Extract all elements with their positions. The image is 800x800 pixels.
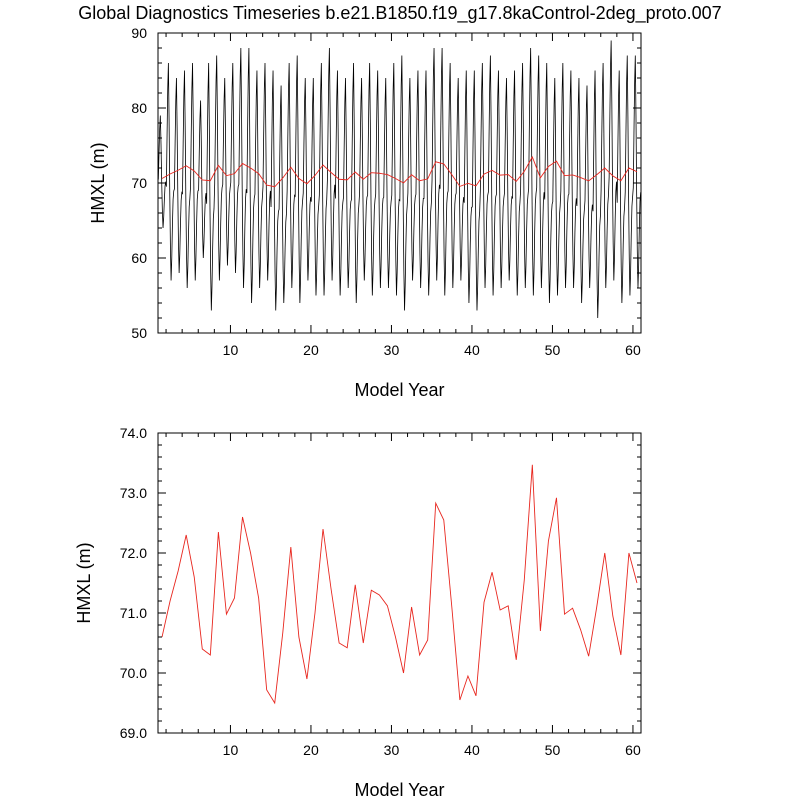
x-axis-label: Model Year — [354, 380, 444, 400]
x-tick-label: 50 — [545, 742, 561, 758]
x-tick-label: 50 — [545, 342, 561, 358]
x-tick-label: 40 — [464, 742, 480, 758]
x-tick-label: 30 — [384, 342, 400, 358]
y-tick-label: 70 — [131, 175, 147, 191]
x-tick-label: 10 — [223, 742, 239, 758]
x-tick-label: 40 — [464, 342, 480, 358]
x-tick-label: 30 — [384, 742, 400, 758]
y-tick-label: 71.0 — [120, 605, 147, 621]
annual-mean-line — [161, 155, 638, 188]
annual-mean-line — [161, 464, 638, 705]
y-tick-label: 74.0 — [120, 425, 147, 441]
x-tick-label: 60 — [625, 342, 641, 358]
y-tick-label: 69.0 — [120, 725, 147, 741]
chart-title: Global Diagnostics Timeseries b.e21.B185… — [78, 3, 722, 23]
y-tick-label: 60 — [131, 250, 147, 266]
x-tick-label: 20 — [303, 342, 319, 358]
y-tick-label: 90 — [131, 25, 147, 41]
y-tick-label: 50 — [131, 325, 147, 341]
y-tick-label: 73.0 — [120, 485, 147, 501]
top-plot: 10 20 30 40 50 60 50 60 70 80 90 Model Year HMXL (m) — [88, 25, 642, 400]
x-axis-label: Model Year — [354, 780, 444, 800]
x-tick-label: 60 — [625, 742, 641, 758]
y-tick-label: 72.0 — [120, 545, 147, 561]
y-tick-label: 70.0 — [120, 665, 147, 681]
y-axis-label: HMXL (m) — [88, 142, 108, 223]
y-tick-label: 80 — [131, 100, 147, 116]
y-axis-label: HMXL (m) — [74, 542, 94, 623]
plot-frame — [157, 432, 642, 734]
x-tick-label: 20 — [303, 742, 319, 758]
bottom-plot: 10 20 30 40 50 60 69.0 70.0 71.0 72.0 73.0 74.0 Mode… — [74, 425, 642, 800]
monthly-line — [157, 40, 642, 319]
x-tick-label: 10 — [223, 342, 239, 358]
